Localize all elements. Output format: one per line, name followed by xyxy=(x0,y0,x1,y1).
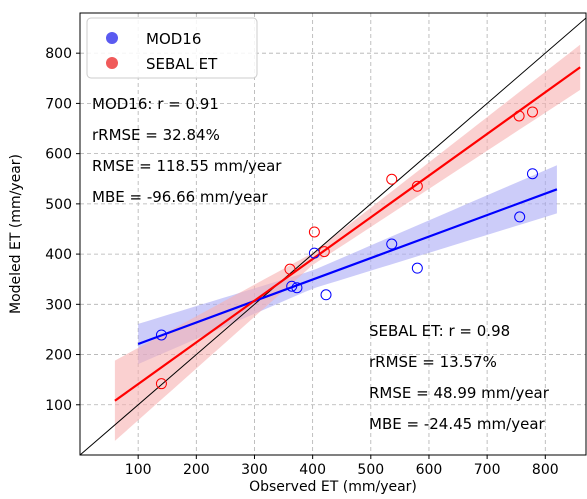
legend-box xyxy=(86,17,258,79)
data-points xyxy=(155,106,538,390)
mod16-point xyxy=(291,282,303,294)
sebal-stats: SEBAL ET: r = 0.98 rRMSE = 13.57% RMSE =… xyxy=(369,322,550,433)
y-tick-label: 500 xyxy=(45,197,72,213)
x-tick-label: 100 xyxy=(125,462,152,478)
regression-lines xyxy=(114,66,581,402)
mod16-point xyxy=(386,238,398,250)
sebal-et-point xyxy=(526,106,538,118)
sebal-et-point xyxy=(411,180,423,192)
x-axis: 100 200 300 400 500 600 700 800 xyxy=(125,455,559,478)
legend-marker-sebal xyxy=(106,57,118,69)
legend-label-mod16: MOD16 xyxy=(146,30,201,48)
mod16-point xyxy=(155,329,167,341)
y-tick-label: 800 xyxy=(45,46,72,62)
y-axis-label: Modeled ET (mm/year) xyxy=(8,154,24,314)
mod16-regression-line xyxy=(137,188,558,346)
sebal-et-regression-line xyxy=(114,66,581,402)
mod16-stat-mbe: MBE = -96.66 mm/year xyxy=(92,188,269,206)
y-tick-label: 200 xyxy=(45,348,72,364)
mod16-stats: MOD16: r = 0.91 rRMSE = 32.84% RMSE = 11… xyxy=(92,95,282,206)
mod16-point xyxy=(526,168,538,180)
y-tick-label: 700 xyxy=(45,96,72,112)
sebal-et-point xyxy=(513,110,525,122)
mod16-point xyxy=(320,289,332,301)
legend-label-sebal: SEBAL ET xyxy=(146,55,218,73)
x-tick-label: 400 xyxy=(299,462,326,478)
x-tick-label: 500 xyxy=(357,462,384,478)
y-tick-label: 600 xyxy=(45,147,72,163)
sebal-stat-rrmse: rRMSE = 13.57% xyxy=(369,353,497,371)
legend[interactable]: MOD16 SEBAL ET xyxy=(86,17,258,79)
sebal-et-confidence-band xyxy=(114,44,581,441)
sebal-stat-r: SEBAL ET: r = 0.98 xyxy=(369,322,510,340)
y-tick-label: 300 xyxy=(45,297,72,313)
sebal-et-point xyxy=(284,263,296,275)
plot-frame xyxy=(79,12,587,456)
y-tick-label: 400 xyxy=(45,247,72,263)
x-tick-label: 600 xyxy=(416,462,443,478)
mod16-stat-rrmse: rRMSE = 32.84% xyxy=(92,126,220,144)
mod16-stat-r: MOD16: r = 0.91 xyxy=(92,95,219,113)
mod16-point xyxy=(286,280,298,292)
x-tick-label: 800 xyxy=(532,462,559,478)
sebal-et-point xyxy=(155,378,167,390)
sebal-et-point xyxy=(318,246,330,258)
x-axis-label: Observed ET (mm/year) xyxy=(249,479,417,495)
sebal-stat-mbe: MBE = -24.45 mm/year xyxy=(369,415,546,433)
sebal-et-point xyxy=(386,173,398,185)
sebal-stat-rmse: RMSE = 48.99 mm/year xyxy=(369,384,550,402)
sebal-et-point xyxy=(308,226,320,238)
y-tick-label: 100 xyxy=(45,398,72,414)
y-axis: 100 200 300 400 500 600 700 800 xyxy=(45,46,80,414)
x-tick-label: 300 xyxy=(241,462,268,478)
mod16-point xyxy=(514,211,526,223)
mod16-stat-rmse: RMSE = 118.55 mm/year xyxy=(92,157,282,175)
legend-marker-mod16 xyxy=(106,32,118,44)
mod16-point xyxy=(411,262,423,274)
x-tick-label: 200 xyxy=(183,462,210,478)
x-tick-label: 700 xyxy=(474,462,501,478)
